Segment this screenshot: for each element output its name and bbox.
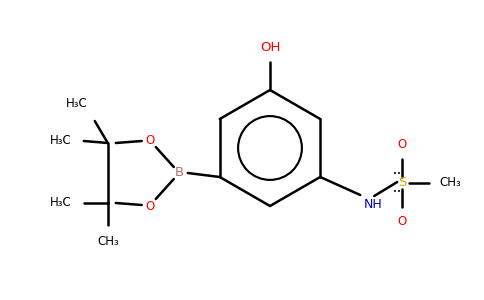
Text: H₃C: H₃C [50, 134, 72, 148]
Text: H₃C: H₃C [50, 196, 72, 209]
Text: S: S [398, 176, 407, 190]
Text: NH: NH [364, 198, 383, 211]
Text: O: O [145, 134, 154, 146]
Text: O: O [145, 200, 154, 212]
Text: O: O [397, 138, 407, 151]
Text: H₃C: H₃C [66, 97, 88, 110]
Text: B: B [175, 167, 184, 179]
Text: CH₃: CH₃ [97, 235, 119, 248]
Text: OH: OH [260, 41, 280, 54]
Text: CH₃: CH₃ [439, 176, 461, 190]
Text: O: O [397, 215, 407, 228]
Text: ••: •• [393, 171, 401, 177]
Text: ••: •• [393, 189, 401, 195]
